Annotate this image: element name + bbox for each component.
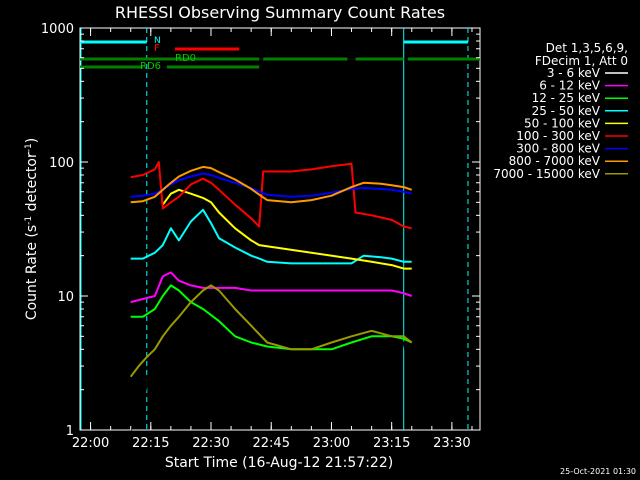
legend-entry-label: 800 - 7000 keV (509, 154, 601, 168)
y-axis-label-part1: Count Rate (s (24, 225, 40, 320)
legend-entry-label: 50 - 100 keV (524, 116, 601, 130)
x-axis-label: Start Time (16-Aug-12 21:57:22) (165, 455, 393, 471)
x-tick-label: 22:15 (132, 436, 169, 451)
y-tick-label: 1000 (41, 22, 74, 37)
y-tick-label: 10 (57, 290, 74, 305)
plot-area (79, 27, 481, 431)
x-axis: 22:00 22:15 22:30 22:45 23:00 23:15 23:30 (72, 28, 473, 451)
marker-bars (80, 40, 480, 69)
marker-label-rd6: RD6 (140, 61, 161, 72)
y-axis-label-part3: ) (24, 138, 40, 143)
y-axis: 1 10 100 1000 (41, 22, 480, 439)
legend-entry-label: 3 - 6 keV (547, 66, 601, 80)
legend-header-line2: FDecim 1, Att 0 (535, 54, 628, 68)
legend-entry-label: 7000 - 15000 keV (493, 167, 600, 181)
legend-entry-label: 6 - 12 keV (539, 79, 601, 93)
series-line (161, 188, 412, 270)
legend-entry-label: 25 - 50 keV (532, 104, 601, 118)
series-line (130, 284, 413, 351)
y-tick-label: 100 (49, 156, 74, 171)
y-axis-label-part2: detector (24, 152, 40, 216)
y-axis-label-sup2: -1 (24, 143, 34, 152)
y-axis-label-sup1: -1 (24, 216, 34, 225)
chart-title: RHESSI Observing Summary Count Rates (115, 3, 445, 22)
y-tick-label: 1 (66, 424, 74, 439)
x-tick-label: 22:00 (72, 436, 109, 451)
legend-entry-label: 300 - 800 keV (516, 142, 600, 156)
x-tick-label: 23:30 (433, 436, 470, 451)
x-tick-label: 22:30 (192, 436, 229, 451)
marker-label-rd0: RD0 (175, 53, 196, 64)
x-tick-label: 23:15 (373, 436, 410, 451)
series-line (130, 208, 412, 265)
marker-label-n: N (154, 36, 161, 46)
marker-vlines (80, 28, 469, 430)
series-line (129, 284, 413, 378)
y-axis-label: Count Rate (s-1 detector-1) (24, 138, 40, 320)
series-line (130, 165, 413, 204)
marker-label-f: F (154, 43, 160, 54)
legend-entry-label: 12 - 25 keV (532, 91, 601, 105)
x-tick-label: 22:45 (253, 436, 290, 451)
legend-entry-label: 100 - 300 keV (516, 129, 600, 143)
series-lines (129, 161, 413, 431)
x-tick-label: 23:00 (313, 436, 350, 451)
legend-header-line1: Det 1,3,5,6,9, (546, 41, 628, 55)
plot-frame (79, 27, 481, 431)
series-line (130, 271, 413, 304)
footer-timestamp: 25-Oct-2021 01:30 (560, 467, 636, 476)
series-line (130, 161, 412, 230)
